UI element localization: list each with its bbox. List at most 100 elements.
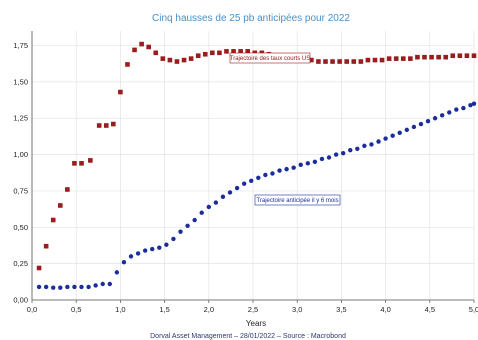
data-point-dot <box>432 116 438 121</box>
data-point-dot <box>284 166 289 172</box>
data-point-square <box>50 217 56 223</box>
data-point-square <box>422 54 427 60</box>
data-point-square <box>125 62 130 67</box>
y-tick-label: 0,25 <box>13 259 28 268</box>
data-point-square <box>372 57 378 63</box>
data-point-dot <box>93 283 98 288</box>
data-point-square <box>337 59 342 64</box>
data-point-dot <box>404 127 410 133</box>
data-point-dot <box>213 200 219 205</box>
data-point-dot <box>291 165 296 170</box>
data-point-square <box>160 56 166 61</box>
data-point-square <box>43 243 49 249</box>
data-point-square <box>96 123 102 128</box>
data-point-square <box>72 161 77 166</box>
data-point-dot <box>355 146 360 151</box>
data-point-dot <box>461 105 466 111</box>
data-point-dot <box>199 210 204 215</box>
data-point-dot <box>263 172 268 178</box>
data-point-dot <box>234 185 240 191</box>
data-point-dot <box>220 194 226 199</box>
data-point-dot <box>471 101 477 106</box>
label-box <box>254 194 341 206</box>
data-point-square <box>210 50 215 56</box>
data-point-square <box>88 158 93 163</box>
data-point-dot <box>418 121 424 127</box>
data-point-square <box>103 123 109 128</box>
data-point-dot <box>348 148 353 153</box>
x-tick-label: 5,0 <box>469 305 478 314</box>
data-point-square <box>174 59 180 64</box>
data-point-square <box>238 49 243 54</box>
x-tick-label: 2,5 <box>248 305 258 314</box>
data-point-dot <box>439 113 445 118</box>
source-note: Dorval Asset Management – 28/01/2022 – S… <box>150 333 346 340</box>
data-point-square <box>217 50 222 56</box>
data-point-square <box>408 56 413 61</box>
data-point-dot <box>100 281 105 287</box>
data-point-dot <box>305 161 311 166</box>
data-point-square <box>351 59 357 64</box>
data-point-square <box>316 59 321 64</box>
data-series <box>36 41 477 290</box>
data-point-square <box>79 161 84 166</box>
label-expected-6-months-ago: Trajectoire anticipée il y 6 mois <box>254 194 341 206</box>
data-point-dot <box>86 284 91 290</box>
data-point-square <box>146 44 151 50</box>
data-point-dot <box>107 281 112 287</box>
series-expected-6-months-ago <box>36 101 477 290</box>
data-point-dot <box>390 133 395 138</box>
label-us-short-rates: Trajectoire des taux courts US <box>229 52 311 64</box>
data-point-square <box>330 59 335 64</box>
data-point-square <box>393 56 399 61</box>
data-point-square <box>111 121 116 127</box>
data-point-dot <box>376 139 381 144</box>
data-point-square <box>464 53 470 59</box>
data-point-dot <box>192 217 197 223</box>
data-point-square <box>400 56 406 61</box>
y-tick-label: 1,75 <box>13 41 28 50</box>
data-point-dot <box>362 143 367 149</box>
data-point-square <box>309 57 314 63</box>
data-point-dot <box>277 168 282 173</box>
data-point-square <box>245 49 250 54</box>
data-point-dot <box>340 150 346 156</box>
label-text: Trajectoire des taux courts US <box>230 56 310 62</box>
data-point-square <box>436 54 441 60</box>
data-point-dot <box>128 254 134 259</box>
data-point-square <box>323 59 328 64</box>
axes <box>31 31 475 303</box>
data-point-square <box>231 49 236 54</box>
data-point-square <box>224 49 229 54</box>
series-labels: Trajectoire des taux courts US Trajectoir… <box>229 52 341 206</box>
data-point-dot <box>58 285 63 290</box>
data-point-dot <box>72 284 77 290</box>
data-point-square <box>415 54 420 60</box>
data-point-dot <box>425 118 431 124</box>
x-tick-label: 1,5 <box>159 305 169 314</box>
data-point-square <box>202 51 208 57</box>
series-us-short-rates <box>36 41 477 271</box>
data-point-square <box>181 57 187 63</box>
data-point-dot <box>241 181 247 186</box>
data-point-square <box>429 54 434 60</box>
data-point-dot <box>114 270 120 275</box>
data-point-dot <box>121 259 127 265</box>
data-point-dot <box>206 204 211 210</box>
x-tick-label: 0,5 <box>71 305 81 314</box>
x-axis-title: Years <box>246 319 266 328</box>
y-tick-label: 0,75 <box>13 186 28 195</box>
data-point-dot <box>383 136 388 141</box>
label-text: Trajectoire anticipée il y 6 mois <box>256 198 338 204</box>
data-point-dot <box>397 130 402 135</box>
data-point-dot <box>249 178 254 183</box>
data-point-dot <box>185 223 190 229</box>
data-point-dot <box>298 162 303 167</box>
data-point-square <box>344 59 350 64</box>
data-point-square <box>195 53 201 59</box>
data-point-dot <box>312 159 318 165</box>
y-tick-label: 1,00 <box>13 150 28 159</box>
data-point-square <box>36 265 42 271</box>
data-point-square <box>153 50 159 56</box>
data-point-dot <box>333 152 339 157</box>
